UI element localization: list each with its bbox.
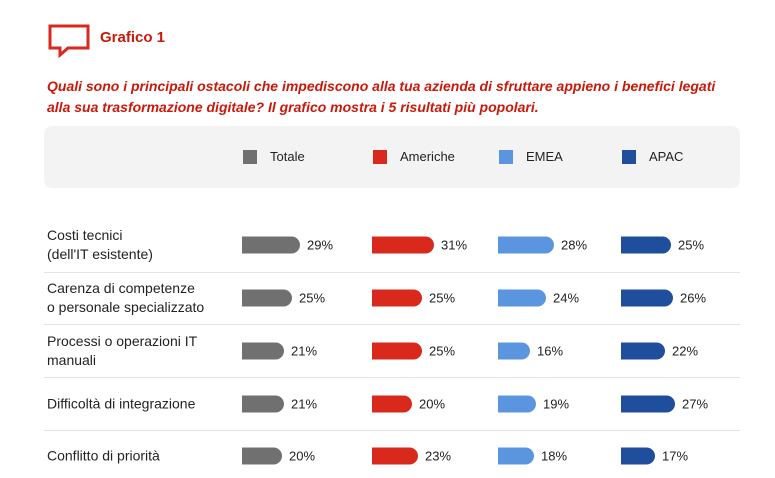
value-label: 18% bbox=[541, 448, 568, 464]
bar bbox=[621, 289, 673, 307]
value-label: 26% bbox=[680, 290, 707, 306]
value-label: 19% bbox=[543, 396, 570, 412]
row-separator bbox=[44, 324, 740, 325]
category-label: Conflitto di priorità bbox=[47, 447, 160, 464]
row-separator bbox=[44, 430, 740, 431]
bar bbox=[242, 342, 284, 360]
value-label: 31% bbox=[441, 237, 468, 253]
legend-label: Totale bbox=[270, 149, 305, 164]
bar bbox=[498, 236, 554, 254]
bar bbox=[498, 395, 536, 413]
value-label: 29% bbox=[307, 237, 334, 253]
value-label: 25% bbox=[678, 237, 705, 253]
value-label: 20% bbox=[289, 448, 316, 464]
value-label: 25% bbox=[299, 290, 326, 306]
legend-swatch bbox=[243, 150, 257, 164]
category-label: Costi tecnici (dell'IT esistente) bbox=[47, 227, 153, 262]
value-label: 24% bbox=[553, 290, 580, 306]
bar bbox=[372, 342, 422, 360]
value-label: 27% bbox=[682, 396, 709, 412]
legend-label: EMEA bbox=[526, 149, 563, 164]
category-label: Processi o operazioni IT manuali bbox=[47, 333, 198, 368]
bar bbox=[621, 236, 671, 254]
value-label: 21% bbox=[291, 343, 318, 359]
bar bbox=[372, 236, 434, 254]
value-label: 22% bbox=[672, 343, 699, 359]
legend-swatch bbox=[373, 150, 387, 164]
category-label: Carenza di competenze o personale specia… bbox=[47, 280, 205, 315]
bar bbox=[498, 289, 546, 307]
legend-swatch bbox=[622, 150, 636, 164]
chart-subtitle: Quali sono i principali ostacoli che imp… bbox=[47, 78, 716, 115]
row-separator bbox=[44, 272, 740, 273]
bar bbox=[242, 289, 292, 307]
value-label: 20% bbox=[419, 396, 446, 412]
value-label: 16% bbox=[537, 343, 564, 359]
value-label: 21% bbox=[291, 396, 318, 412]
value-label: 25% bbox=[429, 343, 456, 359]
value-label: 28% bbox=[561, 237, 588, 253]
value-label: 23% bbox=[425, 448, 452, 464]
bar bbox=[621, 342, 665, 360]
chart-title: Grafico 1 bbox=[100, 29, 166, 46]
category-label: Difficoltà di integrazione bbox=[47, 395, 196, 412]
legend-swatch bbox=[499, 150, 513, 164]
value-label: 25% bbox=[429, 290, 456, 306]
bar bbox=[498, 342, 530, 360]
bar bbox=[372, 289, 422, 307]
chat-icon bbox=[48, 24, 90, 58]
legend-label: APAC bbox=[649, 149, 684, 164]
bar bbox=[621, 395, 675, 413]
bar bbox=[242, 447, 282, 465]
value-label: 17% bbox=[662, 448, 689, 464]
bar bbox=[498, 447, 534, 465]
bar bbox=[372, 447, 418, 465]
bar bbox=[242, 395, 284, 413]
bar bbox=[372, 395, 412, 413]
bar bbox=[621, 447, 655, 465]
row-separator bbox=[44, 377, 740, 378]
legend-label: Americhe bbox=[400, 149, 455, 164]
bar bbox=[242, 236, 300, 254]
